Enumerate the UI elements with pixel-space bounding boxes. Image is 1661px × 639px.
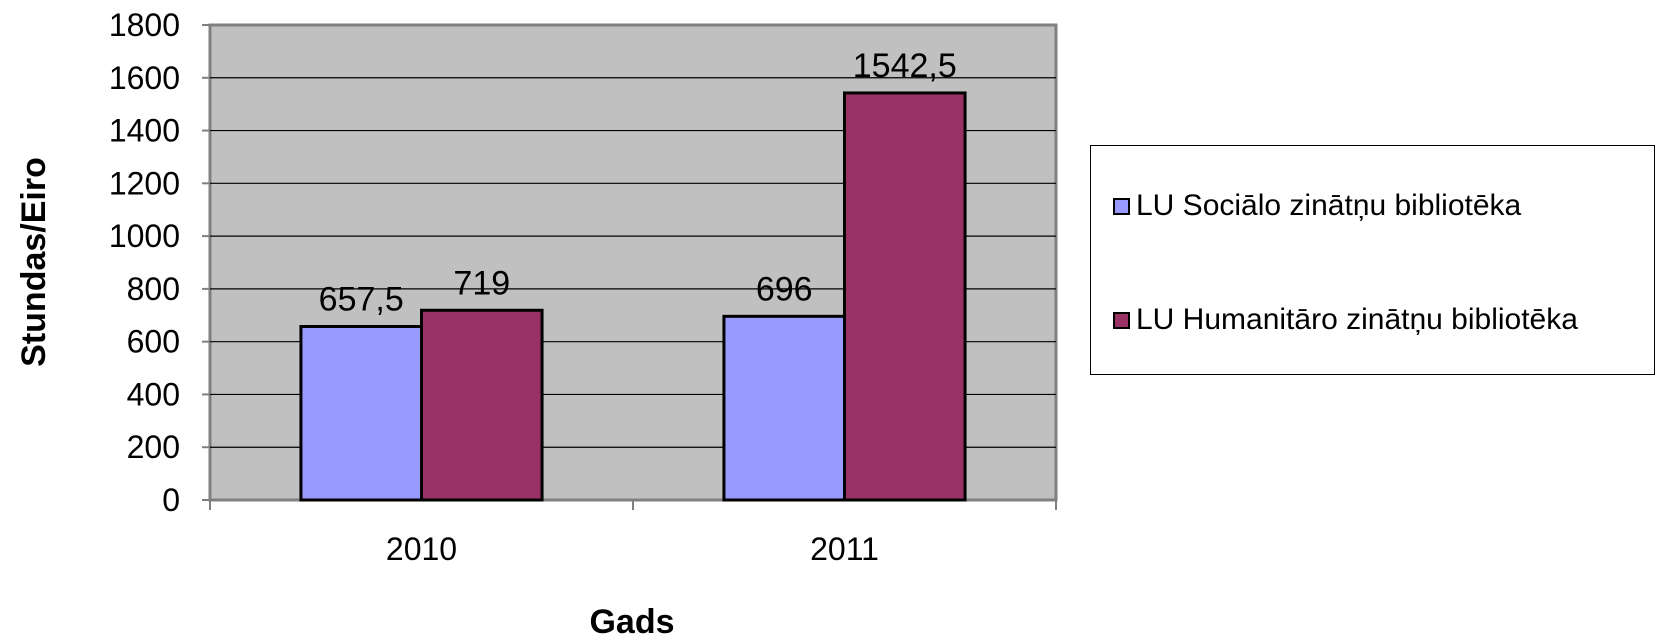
bar-social-2011: [722, 314, 847, 502]
bars: [299, 91, 967, 502]
y-tick-label: 0: [162, 482, 180, 518]
y-tick-label: 1400: [109, 113, 180, 149]
data-labels: 657,5 719 696 1542,5: [319, 47, 957, 319]
data-label: 1542,5: [853, 47, 957, 85]
y-tick-label: 800: [127, 271, 180, 307]
bar-humanities-2010: [420, 308, 544, 502]
legend-item-humanities: LU Humanitāro zinātņu bibliotēka: [1113, 303, 1578, 337]
y-tick-label: 200: [127, 429, 180, 465]
legend-item-social: LU Sociālo zinātņu bibliotēka: [1113, 189, 1521, 223]
data-label: 696: [756, 270, 813, 308]
x-tick-label: 2010: [386, 531, 457, 567]
y-tick-label: 600: [127, 324, 180, 360]
y-tick-label: 1600: [109, 60, 180, 96]
legend: LU Sociālo zinātņu bibliotēka LU Humanit…: [1090, 145, 1655, 375]
data-label: 657,5: [319, 280, 404, 318]
data-label: 719: [453, 264, 510, 302]
y-axis-title: Stundas/Eiro: [15, 157, 53, 367]
legend-label-social: LU Sociālo zinātņu bibliotēka: [1136, 189, 1522, 222]
bar-humanities-2011: [843, 91, 967, 502]
legend-swatch-social: [1113, 197, 1130, 215]
x-axis-title: Gads: [589, 603, 674, 639]
bar-social-2010: [299, 324, 424, 502]
y-tick-label: 400: [127, 376, 180, 412]
y-tick-label: 1800: [109, 7, 180, 43]
legend-label-humanities: LU Humanitāro zinātņu bibliotēka: [1136, 303, 1578, 336]
x-tick-label: 2011: [810, 531, 879, 567]
y-tick-label: 1000: [109, 218, 180, 254]
y-axis: 0 200 400 600 800 1000 1200 1400 1600 1800: [109, 7, 210, 518]
y-tick-label: 1200: [109, 165, 180, 201]
x-axis: 2010 2011: [209, 500, 1057, 567]
legend-swatch-humanities: [1113, 311, 1130, 329]
